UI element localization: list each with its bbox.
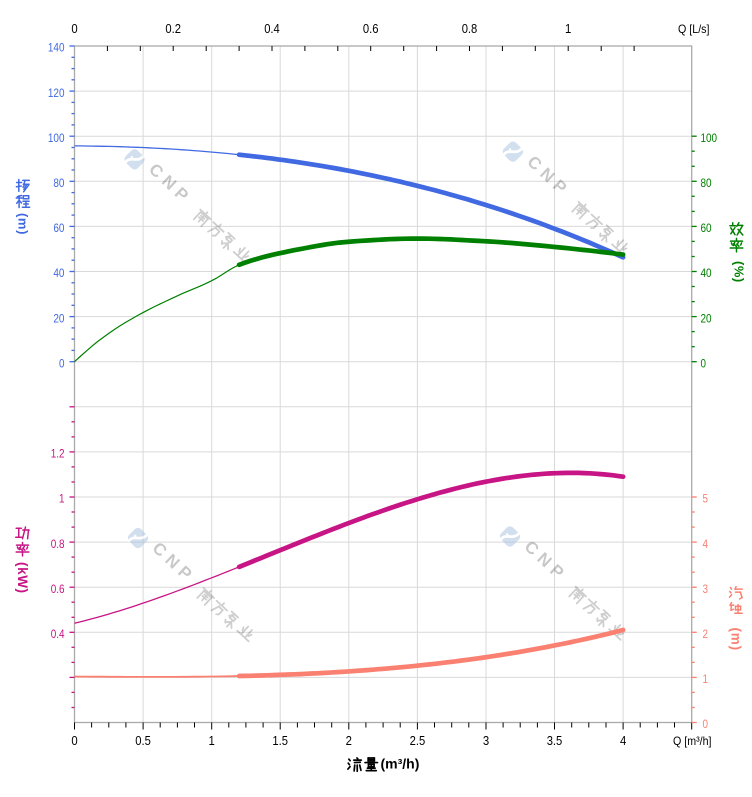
svg-text:2.5: 2.5 bbox=[410, 734, 426, 748]
svg-text:0: 0 bbox=[703, 717, 709, 731]
svg-text:0.2: 0.2 bbox=[165, 22, 181, 36]
svg-text:60: 60 bbox=[53, 221, 64, 235]
svg-text:(m³/h): (m³/h) bbox=[381, 756, 420, 772]
svg-text:0: 0 bbox=[71, 22, 77, 36]
svg-text:2: 2 bbox=[703, 627, 709, 641]
svg-text:4: 4 bbox=[703, 537, 709, 551]
svg-text:0.6: 0.6 bbox=[51, 582, 65, 596]
svg-text:1: 1 bbox=[565, 22, 571, 36]
svg-text:3: 3 bbox=[483, 734, 489, 748]
svg-text:40: 40 bbox=[701, 266, 712, 280]
svg-text:0.4: 0.4 bbox=[264, 22, 280, 36]
svg-text:0: 0 bbox=[701, 356, 707, 370]
svg-text:(m): (m) bbox=[729, 628, 744, 651]
svg-text:(kW): (kW) bbox=[15, 562, 30, 594]
svg-text:Q [L/s]: Q [L/s] bbox=[678, 22, 710, 36]
svg-text:20: 20 bbox=[53, 311, 64, 325]
svg-text:0: 0 bbox=[71, 734, 77, 748]
svg-text:1: 1 bbox=[59, 492, 65, 506]
svg-text:140: 140 bbox=[48, 41, 65, 55]
svg-text:3.5: 3.5 bbox=[547, 734, 563, 748]
svg-text:120: 120 bbox=[48, 86, 65, 100]
svg-text:1.5: 1.5 bbox=[272, 734, 288, 748]
svg-text:20: 20 bbox=[701, 311, 712, 325]
svg-text:1.2: 1.2 bbox=[51, 447, 65, 461]
svg-text:80: 80 bbox=[701, 176, 712, 190]
svg-text:1: 1 bbox=[209, 734, 215, 748]
svg-text:2: 2 bbox=[346, 734, 352, 748]
svg-text:100: 100 bbox=[701, 131, 718, 145]
svg-text:80: 80 bbox=[53, 176, 64, 190]
svg-text:1: 1 bbox=[703, 672, 709, 686]
svg-text:4: 4 bbox=[620, 734, 626, 748]
svg-text:5: 5 bbox=[703, 492, 709, 506]
svg-text:Q [m³/h]: Q [m³/h] bbox=[673, 734, 712, 748]
svg-text:100: 100 bbox=[48, 131, 65, 145]
svg-text:0.4: 0.4 bbox=[51, 627, 65, 641]
svg-text:40: 40 bbox=[53, 266, 64, 280]
svg-text:(%): (%) bbox=[732, 261, 747, 283]
svg-text:0.6: 0.6 bbox=[363, 22, 379, 36]
svg-text:3: 3 bbox=[703, 582, 709, 596]
svg-text:0: 0 bbox=[59, 356, 65, 370]
svg-text:0.5: 0.5 bbox=[135, 734, 151, 748]
svg-text:60: 60 bbox=[701, 221, 712, 235]
svg-text:(m): (m) bbox=[16, 213, 31, 235]
svg-text:0.8: 0.8 bbox=[51, 537, 65, 551]
svg-text:0.8: 0.8 bbox=[462, 22, 478, 36]
